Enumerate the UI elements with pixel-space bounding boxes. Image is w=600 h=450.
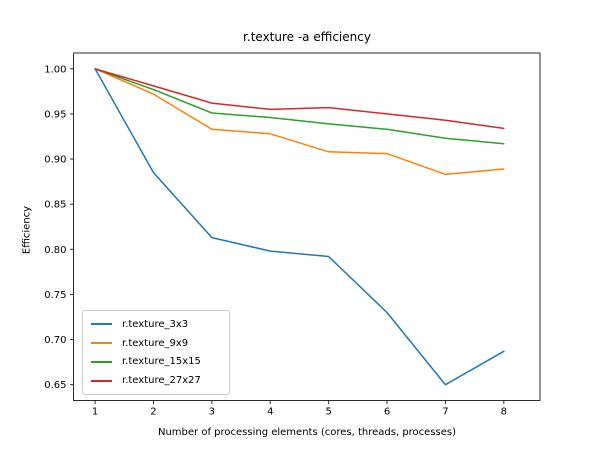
y-tick-label: 1.00 <box>44 64 66 75</box>
y-tick-label: 0.95 <box>44 109 66 120</box>
legend-item-label: r.texture_15x15 <box>122 356 201 368</box>
plot-border <box>73 52 541 401</box>
x-tick-label: 2 <box>150 407 156 418</box>
x-tick-label: 1 <box>92 407 98 418</box>
legend-item-r-texture-15x15: r.texture_15x15 <box>91 356 221 367</box>
y-tick-label: 0.70 <box>44 335 66 346</box>
legend-line-swatch <box>91 379 112 382</box>
y-tick-label: 0.75 <box>44 290 66 301</box>
legend-line-swatch <box>91 323 112 326</box>
legend-line-swatch <box>91 342 112 345</box>
series-line-r-texture-27x27 <box>94 68 505 130</box>
y-tick-label: 0.65 <box>44 380 66 391</box>
series-line-r-texture-9x9 <box>94 68 505 176</box>
y-axis-label: Efficiency <box>21 205 33 255</box>
legend-item-r-texture-3x3: r.texture_3x3 <box>91 319 221 330</box>
y-tick-label: 0.90 <box>44 155 66 166</box>
series-line-r-texture-3x3 <box>94 68 505 386</box>
legend-item-label: r.texture_27x27 <box>122 375 201 387</box>
chart-title: r.texture -a efficiency <box>243 30 371 44</box>
legend-item-label: r.texture_9x9 <box>122 337 189 349</box>
y-tick-label: 0.80 <box>44 245 66 256</box>
legend-item-label: r.texture_3x3 <box>122 318 189 330</box>
series-line-r-texture-15x15 <box>94 68 505 145</box>
x-axis-label: Number of processing elements (cores, th… <box>157 427 457 438</box>
legend: r.texture_3x3 r.texture_9x9 r.texture_15x1… <box>82 310 230 395</box>
y-tick-label: 0.85 <box>44 200 66 211</box>
x-tick-label: 3 <box>209 407 215 418</box>
x-tick-label: 8 <box>501 407 507 418</box>
legend-item-r-texture-9x9: r.texture_9x9 <box>91 338 221 349</box>
x-tick-label: 6 <box>384 407 390 418</box>
legend-item-r-texture-27x27: r.texture_27x27 <box>91 375 221 386</box>
x-tick-label: 5 <box>325 407 331 418</box>
legend-line-swatch <box>91 360 112 363</box>
x-tick-label: 7 <box>442 407 448 418</box>
x-tick-label: 4 <box>267 407 273 418</box>
